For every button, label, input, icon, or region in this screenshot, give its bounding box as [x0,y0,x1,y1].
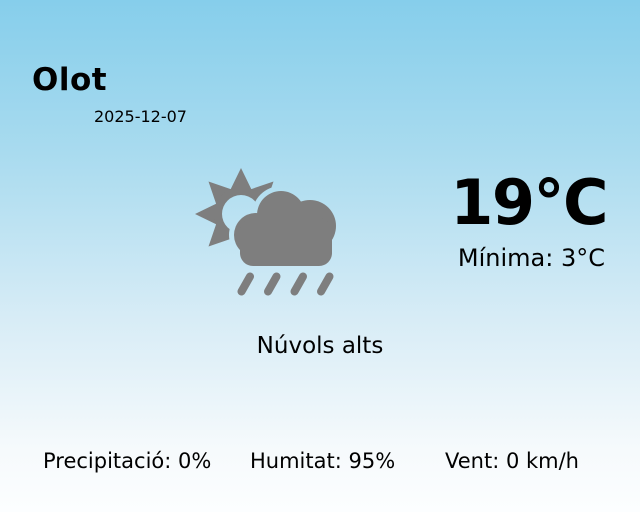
humidity-value: Humitat: 95% [250,449,396,473]
current-temperature: 19°C [450,166,608,239]
weather-condition: Núvols alts [256,333,384,359]
wind-value: Vent: 0 km/h [445,449,579,473]
sun-behind-rain-cloud-icon [195,168,336,296]
forecast-date: 2025-12-07 [94,107,187,126]
precipitation-value: Precipitació: 0% [43,449,212,473]
location-name: Olot [32,62,108,98]
rain-drops-shape [237,272,334,296]
minimum-temperature: Mínima: 3°C [457,244,605,272]
cloud-shape [234,191,336,266]
